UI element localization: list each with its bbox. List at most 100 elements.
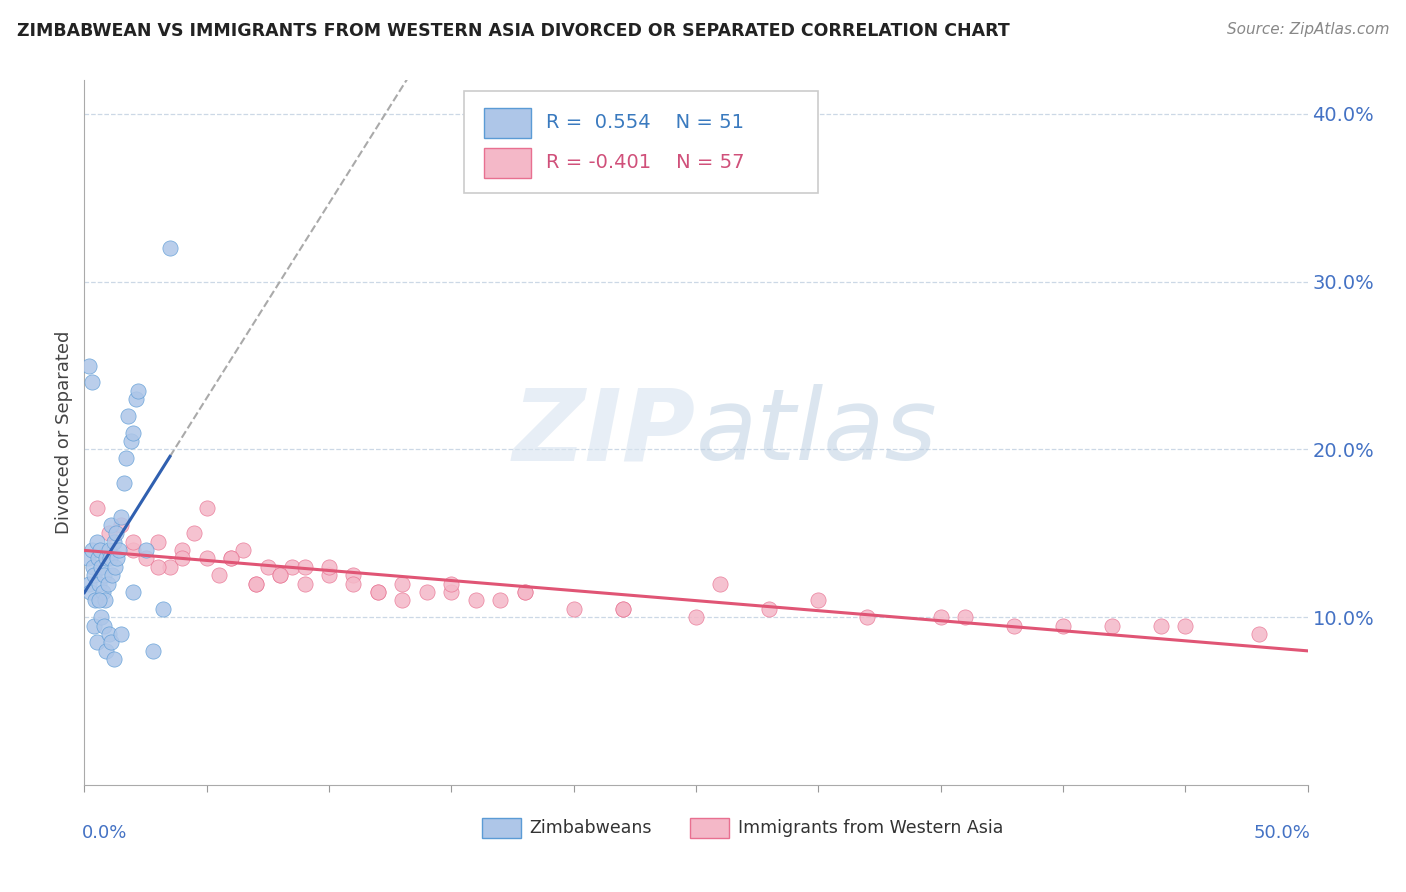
Point bbox=[183, 526, 205, 541]
Point bbox=[100, 635, 122, 649]
Point bbox=[294, 559, 316, 574]
Point bbox=[90, 559, 112, 574]
Point bbox=[79, 585, 101, 599]
Point bbox=[112, 475, 135, 490]
Point bbox=[245, 576, 267, 591]
Point bbox=[87, 551, 110, 566]
Text: 0.0%: 0.0% bbox=[82, 823, 128, 842]
Point bbox=[195, 551, 218, 566]
Point bbox=[159, 559, 181, 574]
Point bbox=[122, 534, 145, 549]
Point bbox=[117, 409, 139, 423]
Point bbox=[104, 559, 127, 574]
Point bbox=[83, 618, 105, 632]
Text: ZIMBABWEAN VS IMMIGRANTS FROM WESTERN ASIA DIVORCED OR SEPARATED CORRELATION CHA: ZIMBABWEAN VS IMMIGRANTS FROM WESTERN AS… bbox=[17, 22, 1010, 40]
Point bbox=[122, 425, 145, 440]
Point bbox=[84, 593, 107, 607]
Point bbox=[142, 644, 165, 658]
Point bbox=[367, 585, 389, 599]
Point bbox=[1002, 618, 1025, 632]
Bar bbox=[482, 818, 522, 838]
Point bbox=[232, 543, 254, 558]
Point bbox=[464, 593, 486, 607]
Point bbox=[86, 534, 108, 549]
Point bbox=[440, 585, 463, 599]
Point bbox=[146, 534, 169, 549]
Text: Source: ZipAtlas.com: Source: ZipAtlas.com bbox=[1226, 22, 1389, 37]
Point bbox=[856, 610, 879, 624]
Point bbox=[101, 568, 124, 582]
Point bbox=[219, 551, 242, 566]
Point bbox=[1150, 618, 1173, 632]
Point bbox=[562, 601, 585, 615]
Point bbox=[77, 576, 100, 591]
Point bbox=[96, 644, 118, 658]
Point bbox=[115, 450, 138, 465]
Point bbox=[489, 593, 512, 607]
Point bbox=[1101, 618, 1123, 632]
Point bbox=[269, 568, 291, 582]
Point bbox=[86, 635, 108, 649]
Bar bbox=[690, 818, 728, 838]
Point bbox=[135, 543, 157, 558]
Point bbox=[159, 241, 181, 255]
Point bbox=[391, 593, 413, 607]
Point bbox=[758, 601, 780, 615]
Point bbox=[120, 434, 142, 448]
Point bbox=[281, 559, 304, 574]
Point bbox=[367, 585, 389, 599]
Text: R =  0.554    N = 51: R = 0.554 N = 51 bbox=[546, 113, 744, 132]
Point bbox=[110, 627, 132, 641]
Point bbox=[87, 593, 110, 607]
Point bbox=[87, 576, 110, 591]
Point bbox=[82, 559, 104, 574]
Point bbox=[86, 501, 108, 516]
Point bbox=[94, 593, 117, 607]
Point bbox=[513, 585, 536, 599]
Point bbox=[1174, 618, 1197, 632]
Point bbox=[245, 576, 267, 591]
Point bbox=[83, 568, 105, 582]
Point bbox=[953, 610, 976, 624]
Point bbox=[709, 576, 731, 591]
Point bbox=[440, 576, 463, 591]
Point bbox=[294, 576, 316, 591]
Point bbox=[89, 543, 111, 558]
Point bbox=[208, 568, 231, 582]
Point bbox=[110, 517, 132, 532]
Point bbox=[269, 568, 291, 582]
Point bbox=[219, 551, 242, 566]
Point bbox=[97, 543, 120, 558]
Point bbox=[103, 534, 125, 549]
Point bbox=[127, 384, 149, 398]
Text: R = -0.401    N = 57: R = -0.401 N = 57 bbox=[546, 153, 744, 172]
Point bbox=[125, 392, 148, 406]
Point bbox=[152, 601, 174, 615]
Point bbox=[77, 359, 100, 373]
Point bbox=[807, 593, 830, 607]
Point bbox=[107, 543, 129, 558]
Point bbox=[612, 601, 634, 615]
Text: 50.0%: 50.0% bbox=[1253, 823, 1310, 842]
Point bbox=[93, 618, 115, 632]
Text: Zimbabweans: Zimbabweans bbox=[530, 819, 652, 837]
Point bbox=[80, 376, 103, 390]
Point bbox=[80, 543, 103, 558]
Point bbox=[97, 576, 120, 591]
Point bbox=[110, 509, 132, 524]
Point bbox=[122, 585, 145, 599]
Point bbox=[1247, 627, 1270, 641]
Point bbox=[97, 627, 120, 641]
Point bbox=[416, 585, 439, 599]
Point bbox=[105, 551, 128, 566]
Y-axis label: Divorced or Separated: Divorced or Separated bbox=[55, 331, 73, 534]
Point bbox=[318, 559, 340, 574]
Point bbox=[97, 526, 120, 541]
FancyBboxPatch shape bbox=[464, 91, 818, 193]
Text: atlas: atlas bbox=[696, 384, 938, 481]
Point bbox=[98, 551, 121, 566]
Point bbox=[612, 601, 634, 615]
Point bbox=[685, 610, 707, 624]
Point bbox=[90, 610, 112, 624]
Point bbox=[318, 568, 340, 582]
